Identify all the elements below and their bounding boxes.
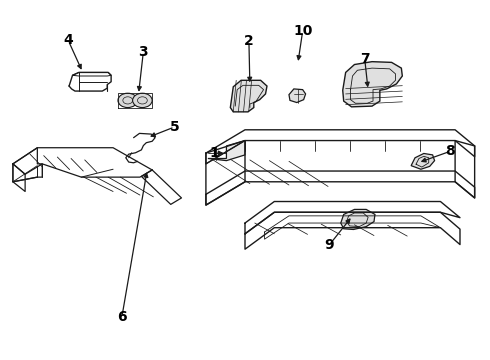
Circle shape xyxy=(118,93,138,108)
Text: 6: 6 xyxy=(117,310,127,324)
Text: 8: 8 xyxy=(445,144,455,158)
Polygon shape xyxy=(343,62,402,107)
Polygon shape xyxy=(230,80,267,112)
Text: 9: 9 xyxy=(324,238,334,252)
Text: 7: 7 xyxy=(360,52,369,66)
Polygon shape xyxy=(341,210,375,229)
Text: 3: 3 xyxy=(139,45,148,59)
Text: 1: 1 xyxy=(210,146,220,160)
Polygon shape xyxy=(208,140,245,161)
Text: 4: 4 xyxy=(63,33,73,47)
Circle shape xyxy=(133,93,152,108)
Text: 10: 10 xyxy=(293,24,312,38)
Text: 5: 5 xyxy=(170,120,179,134)
Text: 2: 2 xyxy=(244,34,254,48)
Polygon shape xyxy=(289,89,306,103)
Polygon shape xyxy=(411,153,435,169)
